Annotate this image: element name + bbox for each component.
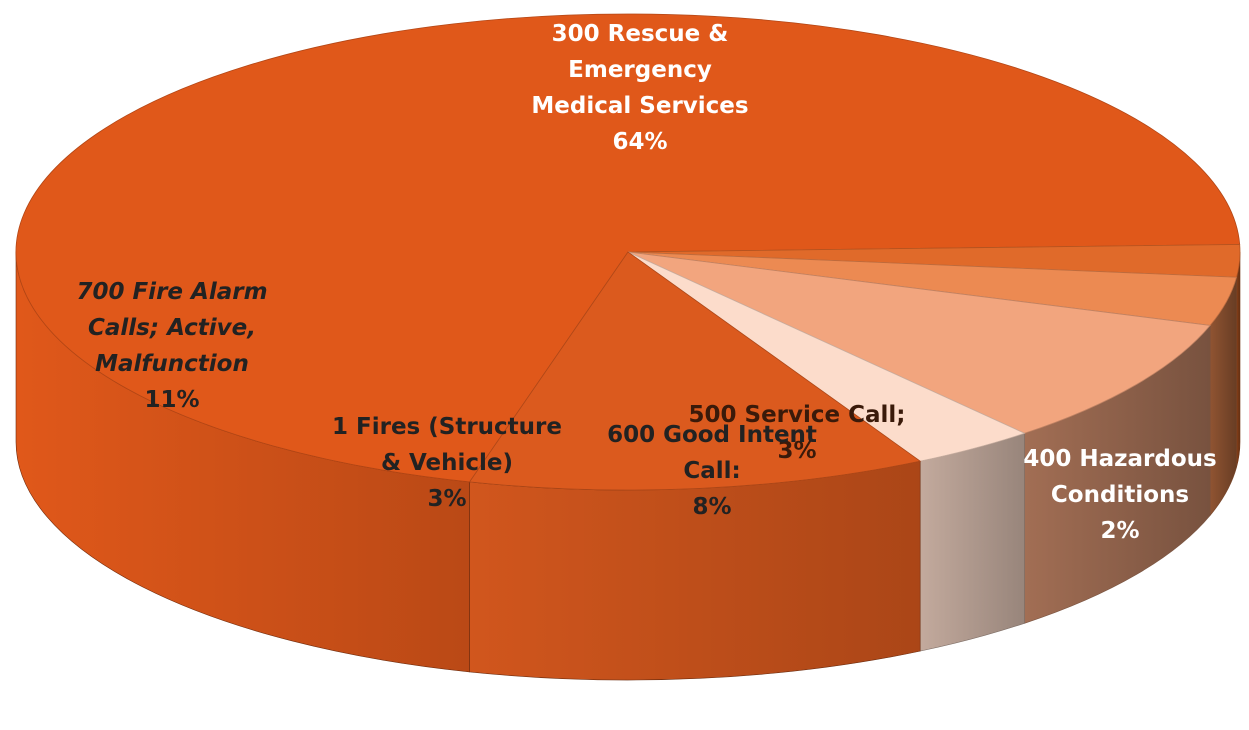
slice-label-4-line-0: 1 Fires (Structure: [332, 414, 562, 440]
slice-label-3-line-2: 8%: [692, 494, 731, 520]
slice-label-5-line-1: Calls; Active,: [88, 315, 256, 341]
slice-label-0-line-3: 64%: [612, 129, 667, 155]
slice-label-5-line-0: 700 Fire Alarm: [76, 279, 267, 305]
slice-label-0-line-0: 300 Rescue &: [552, 21, 729, 47]
slice-label-5-line-3: 11%: [144, 387, 199, 413]
slice-label-3-line-1: Call:: [683, 458, 740, 484]
pie-side-4: [920, 433, 1024, 651]
slice-label-1-line-0: 400 Hazardous: [1023, 446, 1216, 472]
slice-label-3-line-0: 600 Good Intent: [607, 422, 817, 448]
slice-label-1-line-2: 2%: [1100, 518, 1139, 544]
pie-side-1: [1237, 252, 1240, 467]
slice-label-0-line-2: Medical Services: [531, 93, 748, 119]
slice-label-0-line-1: Emergency: [568, 57, 712, 83]
slice-label-5-line-2: Malfunction: [95, 351, 249, 377]
slice-label-4-line-1: & Vehicle): [381, 450, 513, 476]
slice-label-1-line-1: Conditions: [1051, 482, 1189, 508]
slice-label-4-line-2: 3%: [427, 486, 466, 512]
